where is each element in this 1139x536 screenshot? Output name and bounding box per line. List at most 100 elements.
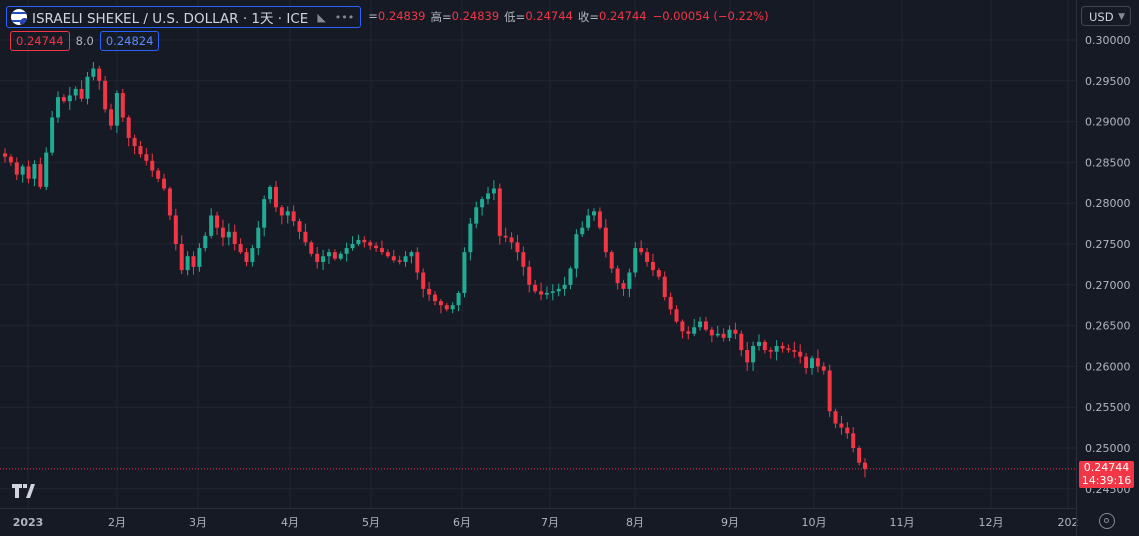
candle-body	[427, 288, 432, 295]
candle-body	[509, 237, 514, 243]
candle-body	[415, 252, 420, 273]
candle-body	[103, 80, 108, 110]
candle-body	[244, 252, 249, 262]
candle-body	[114, 93, 119, 126]
candle-body	[385, 252, 390, 257]
candle-body	[344, 248, 349, 254]
candle-body	[191, 256, 196, 267]
x-tick-label: 2023	[13, 516, 44, 529]
y-tick-label: 0.29500	[1085, 75, 1131, 88]
candle-body	[633, 248, 638, 273]
candle-body	[256, 227, 261, 249]
candle-body	[827, 370, 832, 412]
currency-label: USD	[1089, 10, 1114, 24]
candle-body	[491, 188, 496, 194]
candle-body	[674, 309, 679, 322]
y-tick-label: 0.27500	[1085, 238, 1131, 251]
candle-body	[527, 266, 532, 285]
candle-body	[668, 297, 673, 310]
candle-body	[503, 235, 508, 238]
buy-button[interactable]: 0.24824	[99, 31, 160, 51]
candle-body	[562, 284, 567, 289]
candle-body	[615, 268, 620, 284]
candle-body	[709, 329, 714, 336]
candle-body	[774, 346, 779, 352]
candle-body	[851, 433, 856, 448]
low-label: 低=	[504, 10, 526, 24]
candle-body	[38, 164, 43, 187]
chevron-down-icon: ▼	[1118, 12, 1125, 22]
candle-body	[303, 231, 308, 243]
sell-button[interactable]: 0.24744	[10, 31, 70, 51]
candle-body	[768, 350, 773, 352]
candle-body	[692, 327, 697, 334]
candle-body	[698, 321, 703, 328]
candle-body	[727, 329, 732, 338]
y-tick-label: 0.29000	[1085, 116, 1131, 129]
candle-body	[73, 88, 78, 96]
currency-select[interactable]: USD ▼	[1081, 6, 1131, 26]
candle-body	[751, 346, 756, 363]
candle-body	[603, 227, 608, 253]
y-tick-label: 0.30000	[1085, 34, 1131, 47]
symbol-box[interactable]: ISRAELI SHEKEL / U.S. DOLLAR · 1天 · ICE …	[6, 6, 362, 28]
gear-icon[interactable]	[1099, 513, 1115, 529]
candle-body	[650, 261, 655, 271]
x-tick-label: 8月	[626, 516, 644, 529]
candle-body	[250, 248, 255, 262]
close-value: 0.24744	[599, 9, 647, 23]
candle-body	[780, 346, 785, 349]
tradingview-logo-icon[interactable]	[12, 484, 40, 498]
candle-body	[291, 211, 296, 222]
candle-body	[85, 76, 90, 99]
candle-body	[533, 284, 538, 292]
candle-body	[762, 341, 767, 351]
candle-body	[686, 331, 691, 334]
symbol-title: ISRAELI SHEKEL / U.S. DOLLAR · 1天 · ICE	[32, 11, 309, 27]
candle-body	[733, 329, 738, 334]
candle-body	[61, 97, 66, 102]
y-tick-label: 0.25000	[1085, 442, 1131, 455]
candle-body	[556, 288, 561, 292]
candle-body	[268, 186, 273, 200]
candle-body	[109, 109, 114, 126]
market-status-icon[interactable]: ◣	[317, 10, 326, 24]
more-dots-icon[interactable]: •••	[334, 10, 355, 24]
candle-body	[356, 239, 361, 244]
candle-body	[226, 231, 231, 238]
candle-body	[497, 188, 502, 236]
candle-body	[662, 276, 667, 298]
chart-header: ISRAELI SHEKEL / U.S. DOLLAR · 1天 · ICE …	[6, 6, 769, 28]
order-row: 0.24744 8.0 0.24824	[10, 31, 160, 51]
high-label: 高=	[430, 10, 452, 24]
candle-body	[238, 244, 243, 253]
candle-body	[756, 341, 761, 346]
candle-body	[550, 291, 555, 293]
candle-body	[456, 292, 461, 306]
y-tick-label: 0.25500	[1085, 401, 1131, 414]
candle-body	[715, 333, 720, 336]
candle-body	[332, 252, 337, 259]
candle-body	[462, 252, 467, 293]
y-tick-label: 0.26000	[1085, 360, 1131, 373]
candle-body	[409, 252, 414, 257]
candle-body	[839, 423, 844, 428]
candle-body	[197, 248, 202, 267]
candle-body	[91, 68, 96, 77]
candle-body	[220, 227, 225, 238]
candle-body	[326, 252, 331, 257]
candle-body	[621, 283, 626, 289]
candle-body	[863, 462, 867, 469]
candle-body	[309, 242, 314, 254]
x-tick-label: 11月	[890, 516, 915, 529]
candle-body	[374, 245, 379, 249]
candle-body	[397, 260, 402, 262]
candle-body	[350, 244, 355, 249]
candle-body	[515, 242, 520, 253]
candle-body	[745, 350, 750, 363]
candle-body	[821, 366, 826, 371]
candle-body	[132, 137, 137, 147]
candle-body	[26, 166, 31, 179]
candle-body	[8, 156, 13, 163]
